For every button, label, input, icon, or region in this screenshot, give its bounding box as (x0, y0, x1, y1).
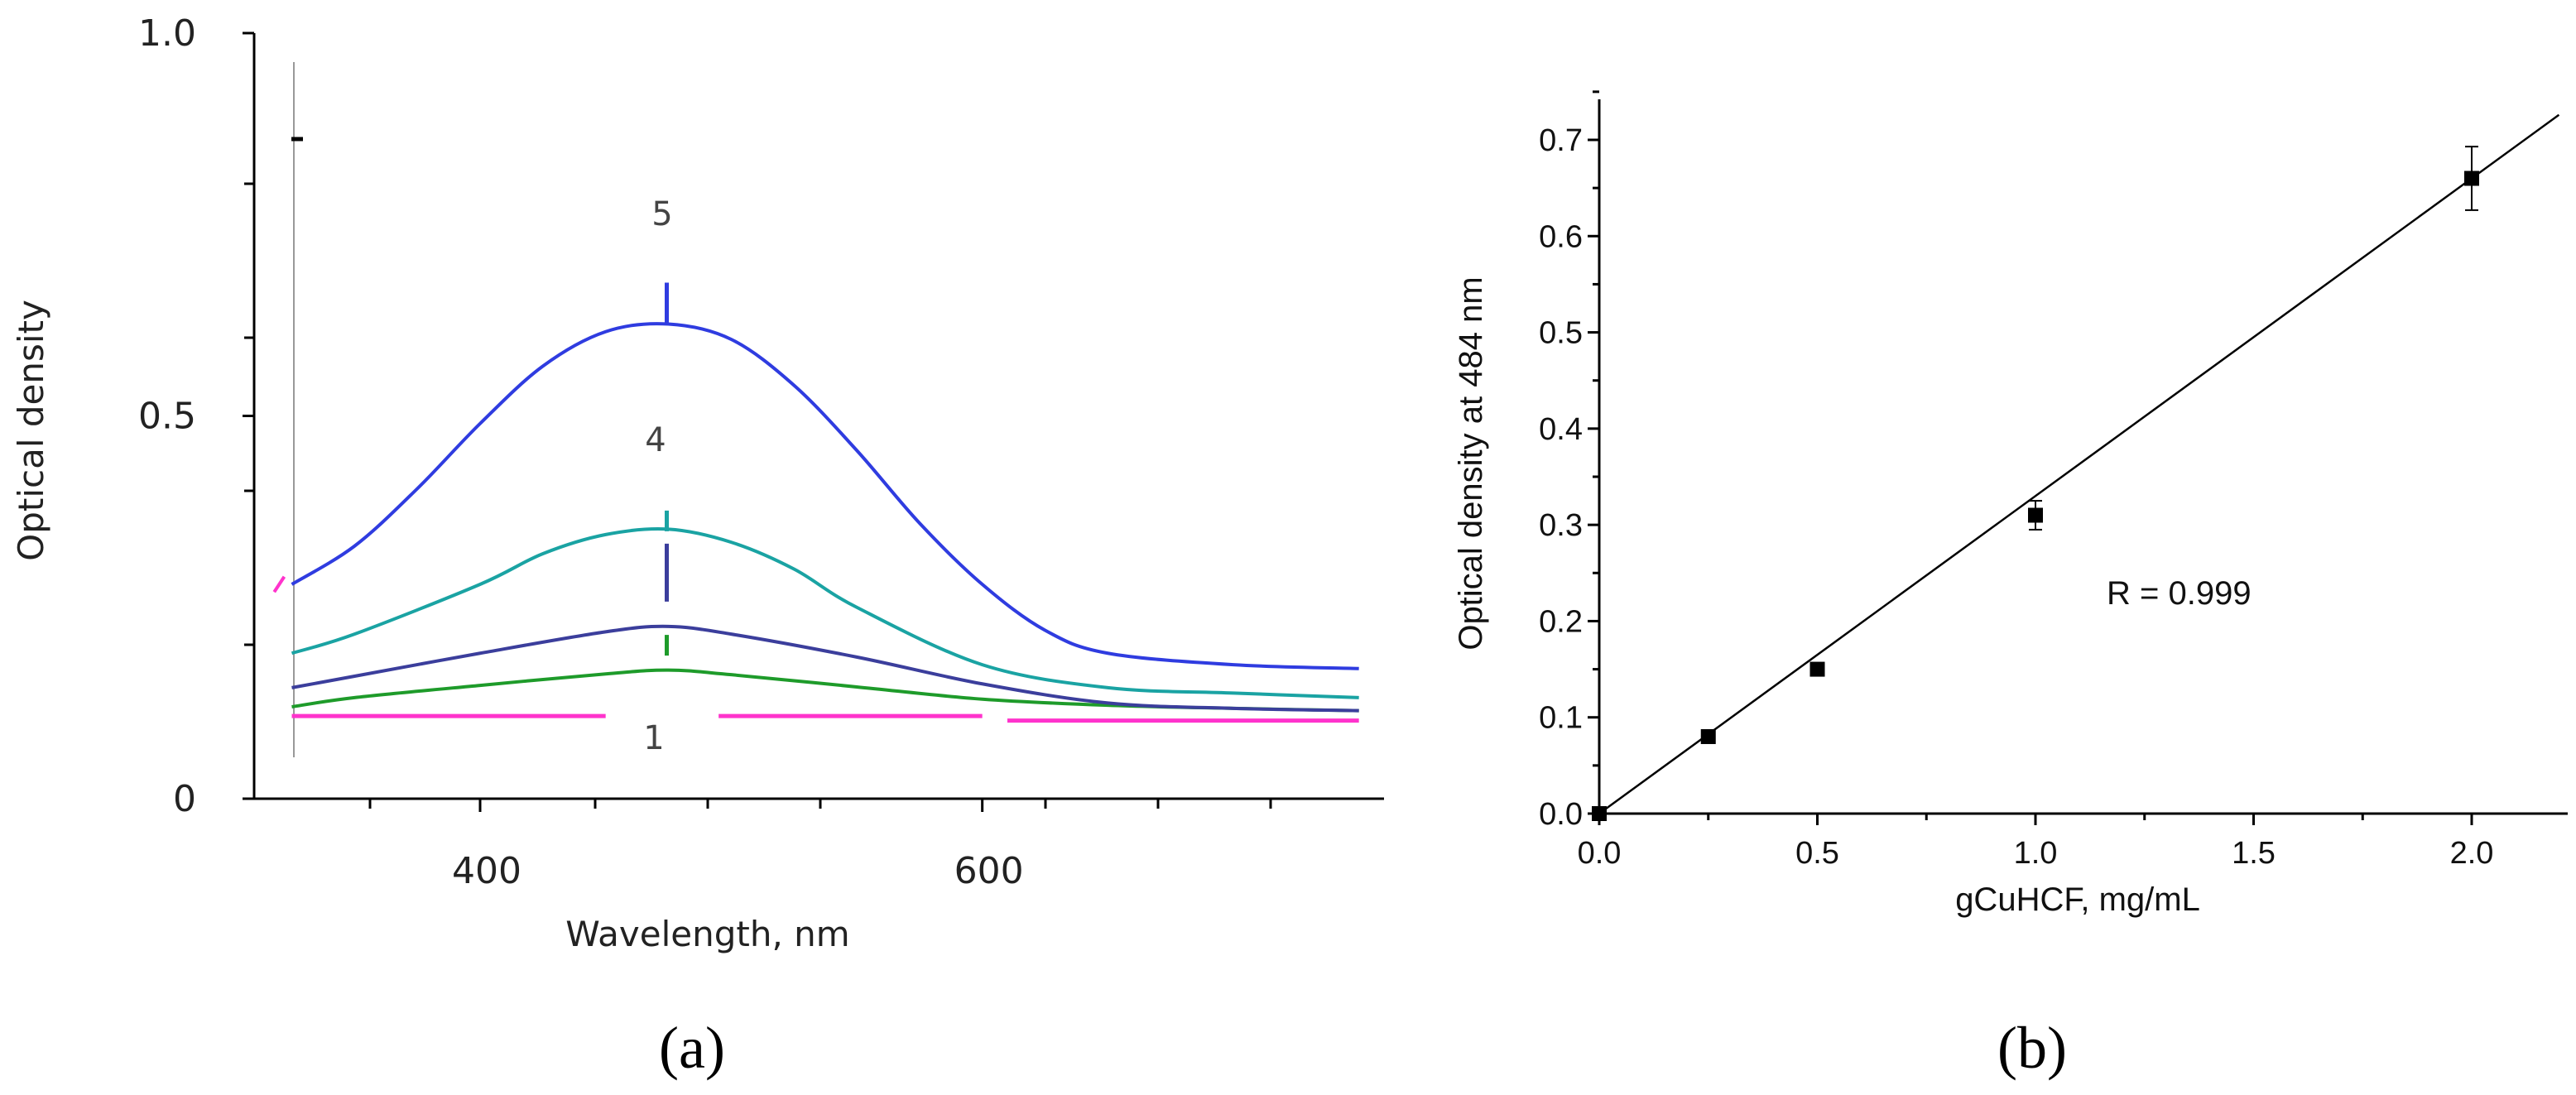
panel-a-minor-x-ticks (368, 799, 1272, 809)
panel-b-y-tick-label: 0.2 (1539, 604, 1583, 639)
panel-a-curve-labels: 1 4 5 (643, 195, 672, 757)
panel-a-x-tick-label: 600 (954, 850, 1024, 892)
panel-b-x-tick-label: 0.5 (1795, 836, 1839, 871)
data-point (2028, 507, 2043, 523)
panel-a-chart: 0 0.5 1.0 400 600 1 4 5 Wavelength, nm Optica… (11, 12, 1384, 1081)
panel-b-y-tick-label: 0.7 (1539, 123, 1583, 158)
curve-label-4: 4 (645, 421, 666, 459)
data-point (1809, 661, 1825, 677)
panel-b-y-tick-label: 0.4 (1539, 412, 1583, 447)
series-5-line (291, 322, 1359, 670)
curve-label-1: 1 (643, 719, 664, 757)
panel-b-y-axis-label: Optical density at 484 nm (1453, 276, 1489, 650)
panel-a-x-axis-label: Wavelength, nm (565, 914, 849, 954)
panel-a-y-tick-label: 0.5 (138, 396, 196, 438)
panel-b-x-ticks: 0.0 0.5 1.0 1.5 2.0 (1578, 814, 2494, 871)
series-4-line (291, 527, 1359, 699)
panel-b-x-axis-label: gCuHCF, mg/mL (1955, 881, 2200, 918)
series-3-line (291, 624, 1359, 713)
data-point (2464, 170, 2479, 186)
data-point (1700, 728, 1716, 744)
panel-b-y-tick-label: 0.6 (1539, 219, 1583, 254)
panel-a-y-axis-label: Optical density (11, 300, 51, 561)
panel-a-x-tick-label: 400 (452, 850, 521, 892)
panel-b-fit-line (1598, 113, 2560, 815)
panel-b-chart: 0.0 0.1 0.2 0.3 0.4 0.5 0.6 0.7 0.0 0.5 1.0 1.5 2.0… (1453, 90, 2568, 1081)
panel-b-points (1592, 146, 2479, 821)
panel-b-y-tick-label: 0.1 (1539, 701, 1583, 736)
panel-b-label: (b) (1997, 1015, 2067, 1081)
panel-a-y-ticks: 0 0.5 1.0 (138, 12, 254, 820)
panel-b-y-ticks: 0.0 0.1 0.2 0.3 0.4 0.5 0.6 0.7 (1539, 90, 1599, 832)
panel-a-series (272, 282, 1359, 723)
panel-a-minor-y-ticks (244, 182, 254, 646)
panel-b-x-tick-label: 1.5 (2232, 836, 2276, 871)
panel-b-x-tick-label: 2.0 (2450, 836, 2494, 871)
panel-a-x-ticks: 400 600 (452, 799, 1024, 892)
panel-b-y-tick-label: 0.5 (1539, 316, 1583, 351)
series-1-stray-mark (272, 575, 286, 593)
curve-label-5: 5 (651, 195, 672, 233)
panel-a-y-tick-label: 1.0 (138, 12, 196, 55)
fit-line (1598, 113, 2560, 815)
panel-b-r-annotation: R = 0.999 (2107, 575, 2252, 612)
data-point (1592, 806, 1607, 821)
panel-b-x-tick-label: 1.0 (2014, 836, 2058, 871)
panel-b-y-tick-label: 0.0 (1539, 797, 1583, 832)
panel-a-y-tick-label: 0 (173, 778, 196, 820)
panel-a-label: (a) (659, 1015, 725, 1081)
series-2-line (291, 668, 1359, 713)
panel-b-x-tick-label: 0.0 (1578, 836, 1622, 871)
panel-b-y-tick-label: 0.3 (1539, 508, 1583, 543)
